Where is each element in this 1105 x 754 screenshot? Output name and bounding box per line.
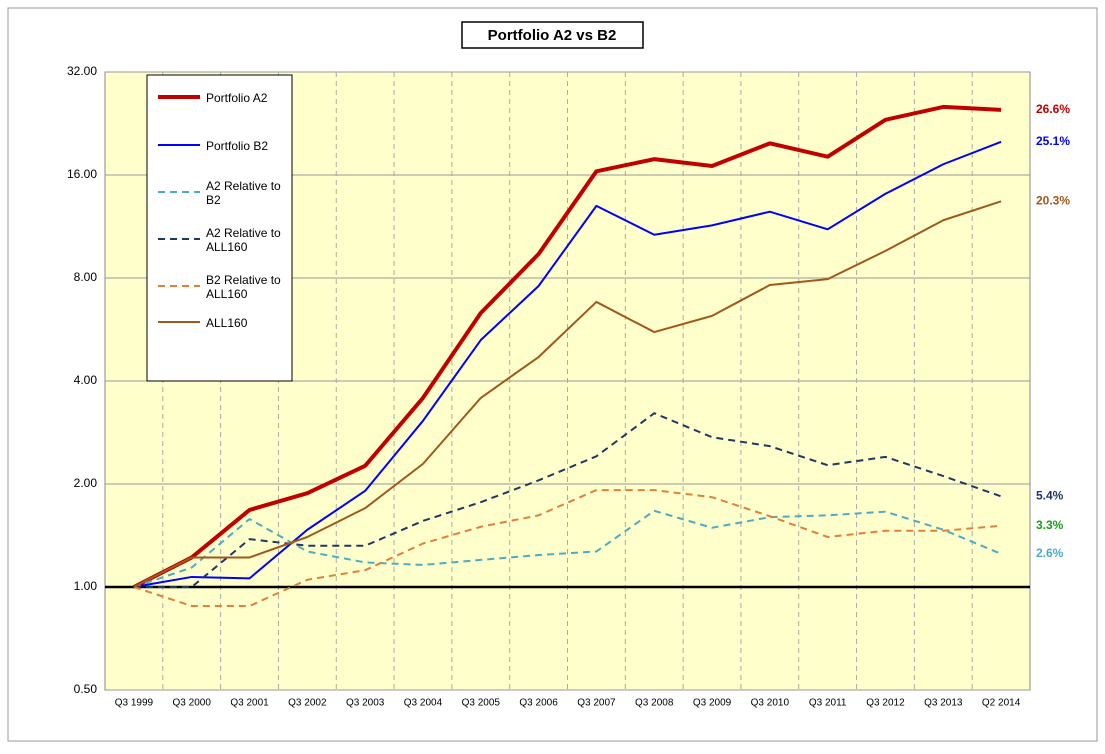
legend-label-box: B2 Relative to ALL160 (206, 273, 281, 301)
legend-items: Portfolio A2 Portfolio B2 A2 Relative to B… (158, 91, 281, 330)
end-label: 5.4% (1036, 489, 1064, 503)
series-line (133, 489, 1002, 607)
x-tick-label: Q3 2002 (288, 698, 327, 709)
legend-label: ALL160 (206, 316, 248, 330)
x-tick-label: Q3 2011 (809, 698, 847, 709)
x-tick-label: Q3 2004 (404, 698, 443, 709)
y-tick-label: 2.00 (74, 476, 98, 490)
x-tick-label: Q2 2014 (982, 698, 1021, 709)
x-tick-label: Q3 1999 (115, 698, 154, 709)
y-tick-label: 0.50 (74, 682, 98, 696)
y-tick-label: 1.00 (74, 579, 98, 593)
legend-label-box: Portfolio B2 (206, 139, 269, 153)
legend-label-box: A2 Relative to B2 (206, 179, 281, 207)
series-line (132, 104, 1002, 589)
y-tick-label: 8.00 (74, 270, 98, 284)
y-tick-label: 32.00 (67, 64, 97, 78)
x-tick-label: Q3 2003 (346, 698, 385, 709)
x-tick-label: Q3 2007 (577, 698, 616, 709)
x-tick-label: Q3 2000 (173, 698, 212, 709)
y-tick-label: 16.00 (67, 167, 97, 181)
end-label: 26.6% (1036, 102, 1070, 116)
x-tick-label: Q3 2006 (519, 698, 558, 709)
title-box (461, 21, 644, 49)
x-tick-label: Q3 2010 (751, 698, 790, 709)
legend-label: B2 Relative to ALL160 (206, 273, 281, 301)
x-tick-label: Q3 2005 (462, 698, 501, 709)
x-tick-label: Q3 2013 (924, 698, 963, 709)
legend-label-box: A2 Relative to ALL160 (206, 226, 281, 254)
series-line (133, 140, 1002, 588)
series-line (133, 509, 1002, 588)
end-label: 2.6% (1036, 546, 1064, 560)
legend-label: A2 Relative to ALL160 (206, 226, 281, 254)
legend-label: Portfolio A2 (206, 91, 268, 105)
x-tick-label: Q3 2001 (230, 698, 269, 709)
legend-label: A2 Relative to B2 (206, 179, 281, 207)
lines (105, 104, 1030, 607)
end-label: 25.1% (1036, 134, 1070, 148)
legend-label: Portfolio B2 (206, 139, 269, 153)
x-tick-label: Q3 2012 (866, 698, 905, 709)
x-tick-label: Q3 2009 (693, 698, 732, 709)
end-label: 3.3% (1036, 518, 1064, 532)
series-line (133, 200, 1002, 588)
chart-title: Portfolio A2 vs B2 (488, 27, 617, 44)
series-line (133, 412, 1002, 588)
legend (146, 74, 293, 382)
legend-label-box: ALL160 (206, 316, 248, 330)
x-tick-label: Q3 2008 (635, 698, 674, 709)
legend-label-box: Portfolio A2 (206, 91, 268, 105)
y-tick-label: 4.00 (74, 373, 98, 387)
end-label: 20.3% (1036, 194, 1070, 208)
